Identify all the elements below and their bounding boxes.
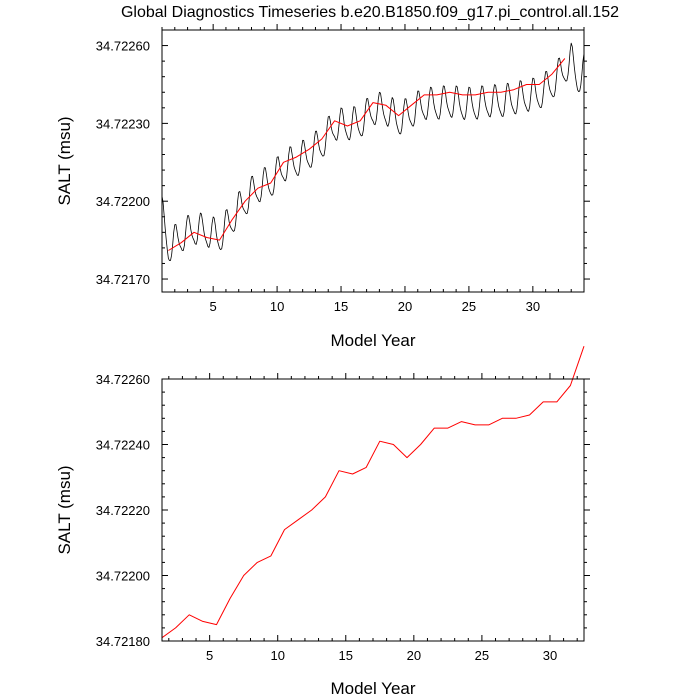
bottom-y-tick-label: 34.72260: [96, 372, 150, 387]
top-x-tick-label: 20: [398, 299, 412, 314]
bottom-x-tick-label: 15: [339, 648, 353, 663]
bottom-plot-frame: [161, 378, 585, 642]
bottom-x-tick-label: 25: [475, 648, 489, 663]
bottom-y-tick-label: 34.72240: [96, 438, 150, 453]
bottom-y-tick-label: 34.72180: [96, 634, 150, 649]
top-y-tick-label: 34.72170: [96, 272, 150, 287]
bottom-x-tick-label: 10: [270, 648, 284, 663]
top-annual-series-line: [168, 58, 566, 251]
top-x-tick-label: 15: [334, 299, 348, 314]
top-plot-frame: [161, 29, 585, 293]
top-y-tick-label: 34.72200: [96, 194, 150, 209]
chart-title: Global Diagnostics Timeseries b.e20.B185…: [121, 4, 619, 21]
bottom-y-axis-title: SALT (msu): [55, 465, 74, 554]
top-panel: 5 10 15 20 25 30 34.72170 34.72200 34.72230 34.72…: [55, 24, 590, 350]
bottom-annual-series-line: [161, 346, 585, 639]
top-y-tick-label: 34.72230: [96, 116, 150, 131]
bottom-ticks: 5 10 15 20 25 30 34.72180 34.72200 34.72220 34.72…: [96, 372, 590, 663]
top-x-tick-label: 25: [462, 299, 476, 314]
top-ticks: 5 10 15 20 25 30 34.72170 34.72200 34.72230 34.72…: [96, 24, 590, 314]
bottom-x-axis-title: Model Year: [330, 679, 415, 698]
bottom-x-tick-label: 5: [206, 648, 213, 663]
top-x-tick-label: 10: [270, 299, 284, 314]
bottom-y-tick-label: 34.72220: [96, 503, 150, 518]
top-monthly-series-line: [161, 42, 585, 261]
top-x-axis-title: Model Year: [330, 331, 415, 350]
top-x-tick-label: 5: [210, 299, 217, 314]
top-y-axis-title: SALT (msu): [55, 116, 74, 205]
top-x-tick-label: 30: [526, 299, 540, 314]
top-marks: [161, 42, 585, 261]
bottom-x-tick-label: 20: [407, 648, 421, 663]
bottom-y-tick-label: 34.72200: [96, 569, 150, 584]
top-y-tick-label: 34.72260: [96, 39, 150, 54]
bottom-panel: 5 10 15 20 25 30 34.72180 34.72200 34.72220 34.72…: [55, 346, 590, 698]
bottom-marks: [161, 346, 585, 639]
bottom-x-tick-label: 30: [543, 648, 557, 663]
